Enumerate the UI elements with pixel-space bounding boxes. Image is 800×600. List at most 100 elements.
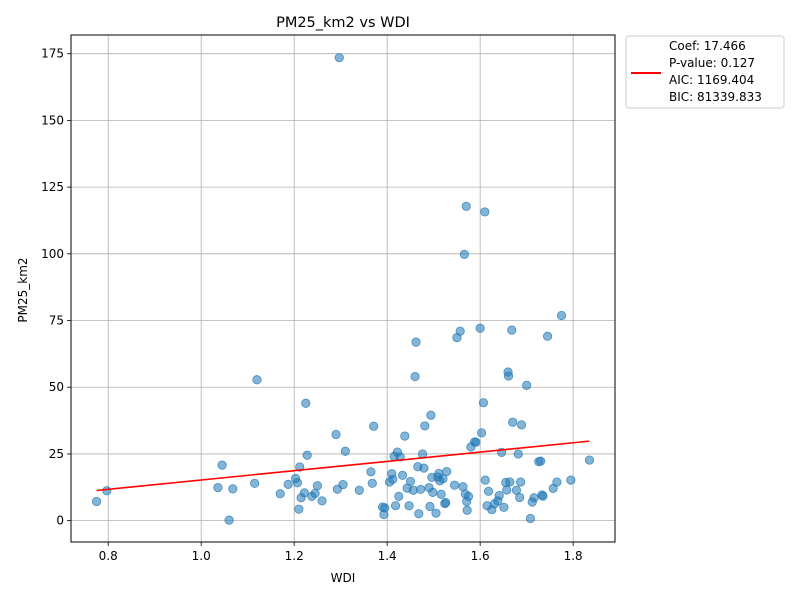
y-tick-label: 75 [49, 314, 64, 328]
scatter-point [483, 486, 494, 496]
scatter-point [522, 380, 532, 390]
scatter-point [538, 491, 548, 501]
legend-line-bic: BIC: 81339.833 [669, 90, 762, 104]
scatter-point [414, 509, 424, 519]
scatter-point [426, 410, 436, 420]
y-tick-label: 150 [41, 113, 64, 127]
grid-layer [71, 35, 615, 542]
scatter-point [584, 455, 595, 465]
scatter-point [536, 456, 546, 466]
y-tick-label: 125 [41, 180, 64, 194]
scatter-point [224, 515, 234, 525]
scatter-point [275, 489, 285, 499]
scatter-point [505, 477, 515, 487]
scatter-point [442, 466, 452, 477]
scatter-point [410, 371, 420, 382]
scatter-point [515, 492, 525, 503]
points-layer [91, 53, 595, 525]
scatter-point [295, 462, 305, 472]
ticks-layer: 0.8 1.0 1.2 1.4 1.6 1.8 0 25 50 75 100 125 150 175 [41, 47, 583, 563]
scatter-point [480, 207, 490, 217]
scatter-point [420, 421, 430, 431]
scatter-point [317, 496, 327, 506]
scatter-point [480, 475, 490, 485]
scatter-point [463, 491, 474, 501]
scatter-point [404, 501, 414, 511]
y-axis-title: PM25_km2 [16, 257, 30, 322]
scatter-point [252, 375, 262, 385]
scatter-point [228, 484, 238, 494]
scatter-point [369, 421, 379, 431]
scatter-point [461, 201, 471, 211]
scatter-point [366, 467, 376, 477]
scatter-point [390, 501, 401, 511]
scatter-point [340, 446, 350, 456]
scatter-point [283, 479, 293, 489]
scatter-point [294, 504, 304, 514]
scatter-point [507, 325, 517, 335]
scatter-point [395, 452, 405, 462]
scatter-point [471, 437, 481, 447]
scatter-point [213, 482, 223, 493]
scatter-point [566, 475, 576, 485]
x-tick-label: 1.4 [378, 549, 397, 563]
x-tick-label: 1.8 [564, 549, 583, 563]
scatter-point [334, 53, 344, 63]
x-axis-title: WDI [331, 571, 356, 585]
y-tick-label: 50 [49, 380, 64, 394]
scatter-point [331, 429, 341, 440]
scatter-point [425, 501, 435, 512]
scatter-point [299, 488, 310, 498]
x-tick-label: 1.6 [471, 549, 490, 563]
scatter-point [462, 505, 472, 515]
scatter-point [455, 326, 465, 336]
scatter-point [542, 331, 553, 341]
y-tick-label: 0 [56, 514, 64, 528]
scatter-point [441, 497, 451, 508]
legend: Coef: 17.466 P-value: 0.127 AIC: 1169.40… [625, 35, 785, 109]
scatter-point [292, 478, 303, 488]
plot-frame [70, 34, 616, 543]
scatter-point [388, 474, 398, 484]
chart-title: PM25_km2 vs WDI [276, 15, 410, 31]
scatter-point [380, 503, 390, 513]
legend-line-aic: AIC: 1169.404 [669, 73, 754, 87]
regression-line [96, 440, 590, 492]
scatter-point [250, 478, 260, 488]
scatter-point [397, 470, 408, 480]
scatter-point [312, 481, 323, 491]
scatter-point [438, 474, 448, 484]
legend-line-coef: Coef: 17.466 [669, 39, 746, 53]
scatter-point [436, 489, 446, 499]
scatter-point [513, 449, 523, 459]
scatter-point [301, 398, 311, 408]
scatter-point [431, 508, 441, 518]
scatter-point [529, 493, 539, 503]
scatter-point [494, 490, 504, 501]
scatter-point [217, 460, 227, 470]
scatter-point [411, 337, 421, 347]
scatter-point [503, 371, 514, 381]
scatter-point [302, 450, 312, 460]
scatter-point [499, 502, 509, 512]
scatter-point [516, 477, 526, 487]
scatter-point [556, 310, 567, 321]
scatter-point [552, 477, 562, 487]
y-tick-label: 100 [41, 247, 64, 261]
scatter-point [310, 488, 320, 499]
scatter-point [91, 496, 102, 507]
scatter-point [338, 480, 348, 490]
y-tick-label: 25 [49, 447, 64, 461]
legend-line-pvalue: P-value: 0.127 [669, 56, 755, 70]
scatter-point [508, 417, 518, 427]
scatter-point [394, 491, 404, 501]
y-tick-label: 175 [41, 47, 64, 61]
scatter-point [405, 476, 416, 487]
scatter-point [367, 478, 377, 488]
scatter-point [476, 428, 487, 438]
x-tick-label: 1.0 [192, 549, 211, 563]
scatter-point [478, 398, 489, 408]
scatter-point [525, 513, 535, 524]
scatter-point [419, 463, 429, 473]
